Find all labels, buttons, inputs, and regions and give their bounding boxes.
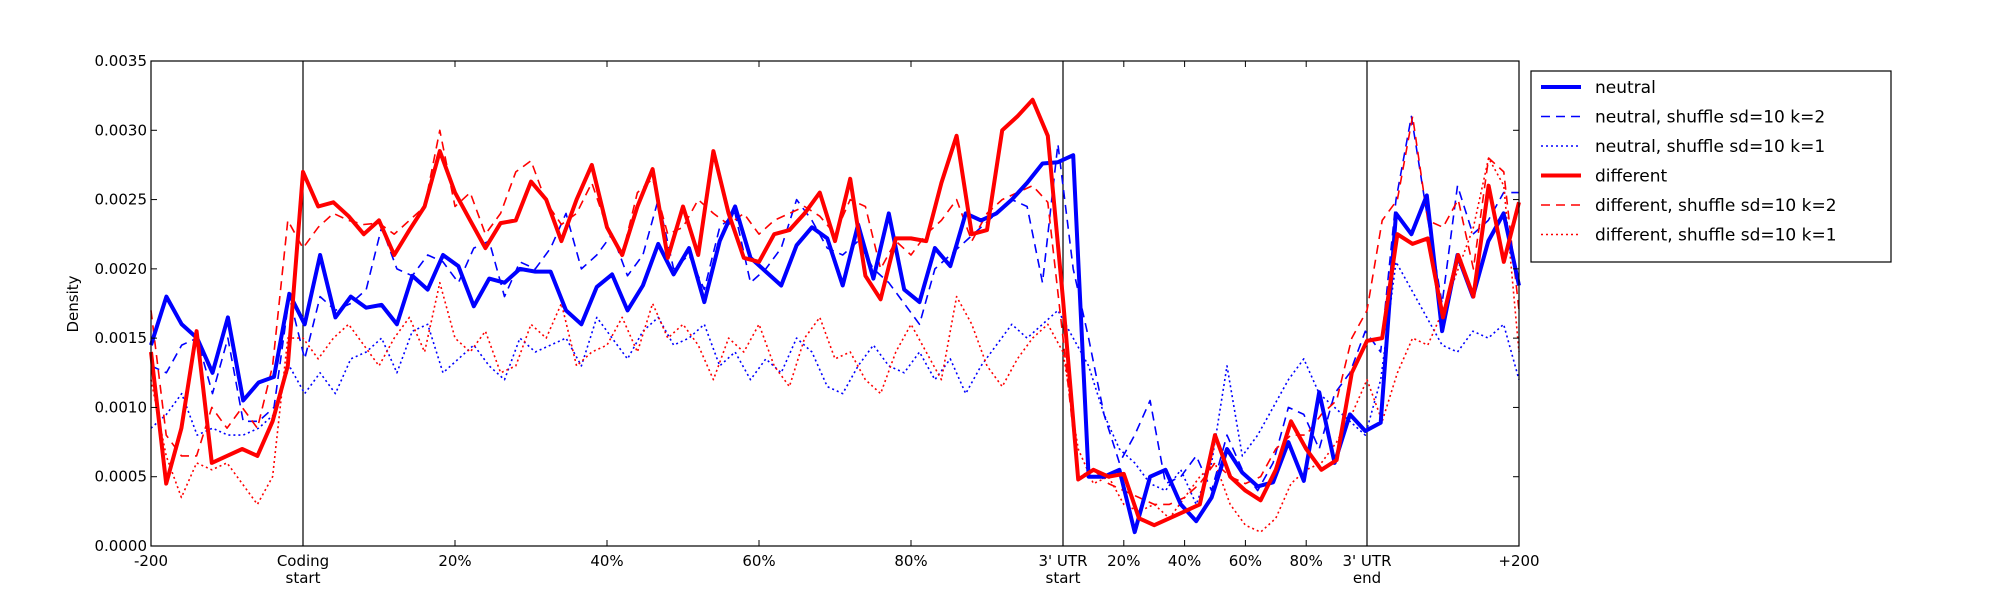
series-line-neutral-shuffle-sd-10-k-2 <box>150 115 1519 492</box>
series-line-different <box>149 97 1521 528</box>
y-tick-label: 0.0030 <box>95 121 148 139</box>
x-tick-label: 3' UTR end <box>1343 552 1392 587</box>
legend-entry-label: neutral <box>1595 78 1656 98</box>
x-tick-label: 80% <box>1290 552 1323 570</box>
x-tick-label: -200 <box>134 552 168 570</box>
x-tick-label: +200 <box>1498 552 1539 570</box>
x-tick-label: 60% <box>742 552 775 570</box>
y-tick-label: 0.0005 <box>95 468 148 486</box>
legend-box <box>1530 70 1892 263</box>
plot-background <box>151 61 1519 546</box>
x-tick-label: 40% <box>590 552 623 570</box>
x-tick-label: 3' UTR start <box>1039 552 1088 587</box>
legend-entry-label: different, shuffle sd=10 k=2 <box>1595 196 1837 216</box>
y-tick-label: 0.0025 <box>95 191 148 209</box>
y-tick-label: 0.0035 <box>95 52 148 70</box>
legend-entry-label: different, shuffle sd=10 k=1 <box>1595 226 1837 246</box>
x-tick-label: 40% <box>1168 552 1201 570</box>
series-line-neutral <box>149 153 1521 535</box>
legend-entry-label: neutral, shuffle sd=10 k=2 <box>1595 108 1825 128</box>
x-tick-label: 20% <box>438 552 471 570</box>
y-axis-label: Density <box>64 275 82 332</box>
x-axis: -200 Coding start 20% 40% 60% 80% 3' UTR start 20… <box>134 61 1540 587</box>
x-tick-label: 80% <box>894 552 927 570</box>
y-tick-label: 0.0015 <box>95 329 148 347</box>
y-tick-label: 0.0010 <box>95 398 148 416</box>
legend-entry-label: different <box>1595 167 1668 187</box>
x-tick-label: 20% <box>1107 552 1140 570</box>
x-tick-label: Coding start <box>277 552 329 587</box>
y-tick-label: 0.0000 <box>95 537 148 555</box>
y-axis: 0.0000 0.0005 0.0010 0.0015 0.0020 0.0025 0.00… <box>95 52 1519 555</box>
plot-frame <box>150 60 1520 547</box>
x-tick-label: 60% <box>1229 552 1262 570</box>
legend-entry-label: neutral, shuffle sd=10 k=1 <box>1595 137 1825 157</box>
legend: neutral neutral, shuffle sd=10 k=2 neutral… <box>1530 70 1892 263</box>
y-tick-label: 0.0020 <box>95 260 148 278</box>
series-lines <box>149 97 1521 535</box>
series-line-neutral-shuffle-sd-10-k-1 <box>150 261 1520 506</box>
